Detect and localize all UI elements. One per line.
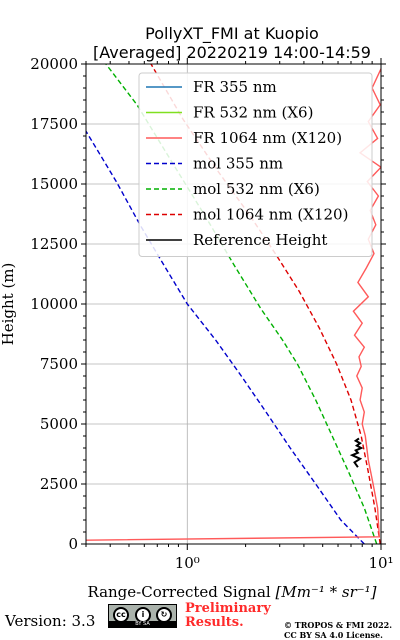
legend-label: mol 355 nm: [193, 155, 283, 173]
legend-label: FR 355 nm: [193, 78, 277, 96]
chart-title-line1: PollyXT_FMI at Kuopio: [145, 24, 319, 44]
version-label: Version: 3.3: [5, 612, 96, 630]
y-tick-label: 12500: [30, 235, 78, 253]
by-icon: i: [135, 607, 151, 623]
x-tick-label: 10⁰: [175, 554, 200, 572]
y-tick-label: 2500: [40, 475, 78, 493]
y-axis-label: Height (m): [0, 263, 17, 346]
y-tick-label: 17500: [30, 115, 78, 133]
x-axis-label-text: Range-Corrected Signal: [87, 583, 275, 601]
series-line: [349, 437, 364, 468]
x-axis-label: Range-Corrected Signal [Mm⁻¹ * sr⁻¹]: [87, 583, 376, 601]
legend-label: mol 532 nm (X6): [193, 180, 320, 198]
cc-license-text: BY SA: [109, 621, 176, 627]
y-tick-label: 5000: [40, 415, 78, 433]
y-tick-label: 10000: [30, 295, 78, 313]
legend-label: mol 1064 nm (X120): [193, 206, 348, 224]
legend-label: Reference Height: [193, 231, 327, 249]
y-tick-label: 20000: [30, 55, 78, 73]
legend-box: [138, 72, 373, 257]
plot-area: 0 2500 5000 7500 10000 12500 15000 17500 20000 10…: [30, 55, 393, 572]
y-tick-label: 0: [68, 535, 78, 553]
series-line: [105, 64, 378, 544]
copyright-notice: © TROPOS & FMI 2022. CC BY SA 4.0 Licens…: [284, 620, 400, 640]
x-axis-label-units: [Mm⁻¹ * sr⁻¹]: [275, 583, 376, 601]
preliminary-line2: Results.: [185, 615, 244, 630]
preliminary-notice: Preliminary Results.: [185, 602, 285, 630]
cc-license-badge: cc i ↻ BY SA: [108, 604, 177, 628]
y-tick-label: 15000: [30, 175, 78, 193]
chart-title-line2: [Averaged] 20220219 14:00-14:59: [93, 43, 371, 62]
y-tick-label: 7500: [40, 355, 78, 373]
copyright-line1: © TROPOS & FMI 2022.: [284, 620, 393, 630]
legend-label: FR 1064 nm (X120): [193, 129, 342, 147]
x-tick-label: 10¹: [368, 554, 393, 572]
preliminary-line1: Preliminary: [185, 601, 271, 616]
legend-label: FR 532 nm (X6): [193, 104, 313, 122]
copyright-line2: CC BY SA 4.0 License.: [284, 630, 383, 640]
